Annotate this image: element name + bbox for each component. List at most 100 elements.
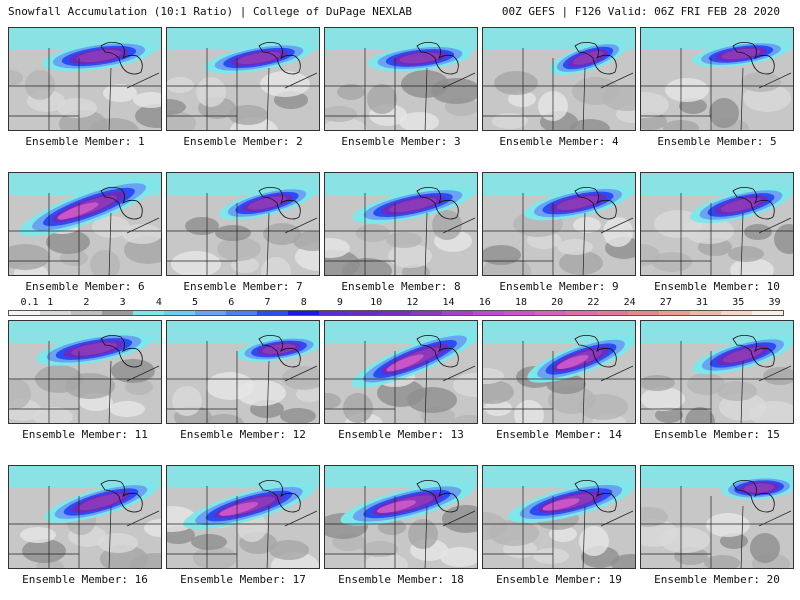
terrain-shade <box>89 118 139 130</box>
ensemble-member-label: Ensemble Member: 20 <box>654 573 780 586</box>
ensemble-map-panel <box>324 320 478 424</box>
page-title: Snowfall Accumulation (10:1 Ratio) | Col… <box>8 5 412 18</box>
snowfall-map <box>9 173 161 275</box>
terrain-shade <box>660 527 710 553</box>
terrain-shade <box>749 401 793 423</box>
colorbar-tick-label: 10 <box>370 297 383 308</box>
colorbar-tick-label: 31 <box>696 297 709 308</box>
terrain-shade <box>133 92 161 108</box>
terrain-shade <box>167 77 194 93</box>
colorbar-segment <box>70 311 102 315</box>
state-boundary <box>758 72 792 89</box>
terrain-shade <box>720 533 748 549</box>
ensemble-member-label: Ensemble Member: 12 <box>180 428 306 441</box>
terrain-shade <box>46 230 90 254</box>
colorbar-tick-label: 9 <box>336 297 343 308</box>
state-boundary <box>582 360 586 423</box>
terrain-shade <box>130 553 161 568</box>
ensemble-map-panel <box>482 27 636 131</box>
terrain-shade <box>261 257 291 275</box>
terrain-shade <box>367 84 397 114</box>
colorbar <box>8 310 784 316</box>
terrain-shade <box>602 85 635 111</box>
terrain-shade <box>508 91 536 107</box>
terrain-shade <box>687 373 725 395</box>
ensemble-map-panel <box>482 320 636 424</box>
colorbar-segment <box>225 311 257 315</box>
colorbar-tick-label: 22 <box>587 297 600 308</box>
state-boundary <box>442 72 476 89</box>
ensemble-member-label: Ensemble Member: 3 <box>341 135 461 148</box>
snowfall-map <box>325 173 477 275</box>
terrain-shade <box>744 224 772 240</box>
state-boundary <box>424 505 428 568</box>
heavy-snow-core <box>219 502 259 516</box>
terrain-shade <box>22 539 66 563</box>
state-boundary <box>582 212 586 275</box>
terrain-shade <box>388 244 432 268</box>
great-lakes-outline <box>732 335 775 368</box>
colorbar-segment <box>473 311 505 315</box>
terrain-shade <box>124 236 161 264</box>
terrain-shade <box>603 217 633 247</box>
terrain-shade <box>549 526 577 542</box>
terrain-shade <box>641 507 668 527</box>
snowfall-map <box>9 28 161 130</box>
ensemble-member-label: Ensemble Member: 14 <box>496 428 622 441</box>
ensemble-member-label: Ensemble Member: 8 <box>341 280 461 293</box>
great-lakes-outline <box>416 335 459 368</box>
heavy-snow-core <box>542 498 580 511</box>
snowfall-map <box>167 28 319 130</box>
state-boundary <box>266 360 270 423</box>
ensemble-member-label: Ensemble Member: 15 <box>654 428 780 441</box>
terrain-shade <box>296 386 319 402</box>
terrain-shade <box>135 104 161 128</box>
terrain-shade <box>641 92 669 118</box>
colorbar-segment <box>163 311 195 315</box>
snowfall-map <box>9 321 161 423</box>
terrain-shade <box>9 379 31 409</box>
ensemble-map-panel <box>166 172 320 276</box>
ensemble-member-label: Ensemble Member: 16 <box>22 573 148 586</box>
terrain-shade <box>217 237 261 261</box>
terrain-shade <box>570 119 610 130</box>
heavy-snow-core <box>386 354 424 372</box>
ensemble-member-label: Ensemble Member: 9 <box>499 280 619 293</box>
state-boundary <box>126 365 160 382</box>
state-boundary <box>108 360 112 423</box>
ensemble-map-panel <box>640 172 794 276</box>
terrain-shade <box>573 217 601 233</box>
terrain-shade <box>407 387 457 413</box>
terrain-shade <box>109 401 145 417</box>
terrain-shade <box>144 519 161 537</box>
colorbar-tick-label: 4 <box>155 297 162 308</box>
terrain-shade <box>185 217 219 235</box>
terrain-shade <box>20 527 56 543</box>
terrain-shade <box>228 105 268 125</box>
colorbar-tick-label: 8 <box>300 297 307 308</box>
terrain-shade <box>356 224 390 242</box>
great-lakes-outline <box>100 335 143 368</box>
colorbar-segment <box>256 311 288 315</box>
terrain-shade <box>611 554 635 568</box>
terrain-shade <box>774 224 793 254</box>
state-boundary <box>600 217 634 234</box>
terrain-shade <box>492 113 528 129</box>
colorbar-tick-label: 0.1 <box>20 297 39 308</box>
snow-band <box>71 342 117 356</box>
terrain-shade <box>9 244 50 270</box>
ensemble-map-panel <box>166 465 320 569</box>
colorbar-tick-label: 1 <box>47 297 54 308</box>
snow-band <box>248 196 286 210</box>
colorbar-tick-label: 35 <box>732 297 745 308</box>
terrain-shade <box>263 223 301 245</box>
great-lakes-outline <box>100 42 143 75</box>
great-lakes-outline <box>416 42 459 75</box>
snowfall-map <box>9 466 161 568</box>
terrain-shade <box>706 513 750 537</box>
terrain-shade <box>579 526 609 556</box>
colorbar-segment <box>689 311 721 315</box>
state-boundary <box>442 365 476 382</box>
light-snow-region <box>167 466 319 488</box>
terrain-shade <box>408 519 438 549</box>
